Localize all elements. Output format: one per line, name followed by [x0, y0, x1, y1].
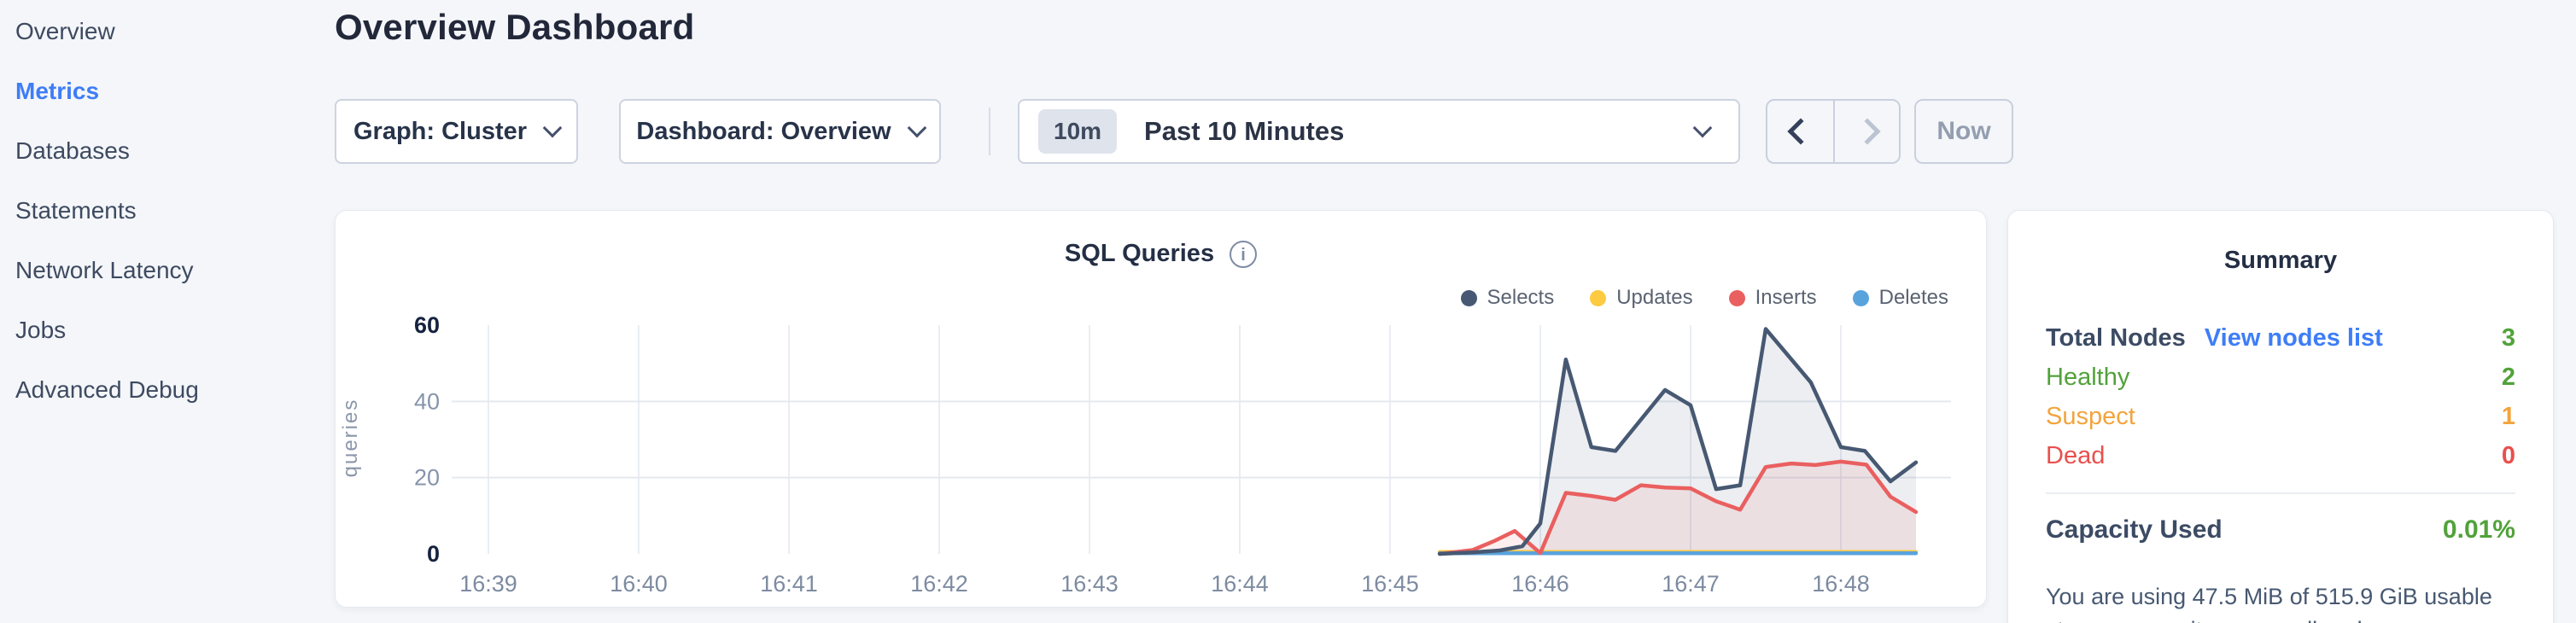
sidebar: Overview Metrics Databases Statements Networ…: [0, 0, 333, 623]
now-button[interactable]: Now: [1914, 99, 2013, 164]
sql-queries-chart-card: SQL Queries i Selects Updates Inserts Delet…: [335, 210, 1987, 608]
sidebar-item-network-latency[interactable]: Network Latency: [15, 257, 194, 283]
graph-dropdown-label: Graph: Cluster: [353, 117, 528, 145]
graph-dropdown[interactable]: Graph: Cluster: [335, 99, 578, 164]
summary-card: Summary Total Nodes View nodes list 3 Healt…: [2007, 210, 2554, 623]
legend-label: Selects: [1487, 286, 1555, 309]
summary-row-value: 0: [2501, 441, 2515, 469]
summary-row-dead: Dead 0: [2046, 436, 2515, 475]
svg-text:40: 40: [414, 388, 440, 414]
legend-item-updates: Updates: [1590, 286, 1693, 310]
legend-label: Updates: [1616, 286, 1693, 309]
legend-dot-updates: [1590, 289, 1607, 306]
sidebar-item-databases[interactable]: Databases: [15, 137, 130, 164]
svg-text:20: 20: [414, 465, 440, 491]
capacity-row: Capacity Used 0.01%: [2046, 511, 2515, 549]
summary-divider: [2046, 492, 2515, 494]
legend-dot-selects: [1460, 289, 1477, 306]
legend-item-inserts: Inserts: [1728, 286, 1817, 310]
summary-row-suspect: Suspect 1: [2046, 397, 2515, 436]
legend-dot-deletes: [1852, 289, 1869, 306]
chevron-down-icon: [1692, 118, 1713, 138]
summary-row-label: Dead: [2046, 441, 2106, 469]
summary-row-value: 3: [2501, 323, 2515, 352]
legend-label: Inserts: [1755, 286, 1817, 309]
sidebar-item-statements[interactable]: Statements: [15, 197, 137, 224]
svg-text:16:46: 16:46: [1511, 571, 1569, 597]
chevron-down-icon: [907, 118, 926, 138]
page-title: Overview Dashboard: [335, 7, 695, 47]
legend-item-selects: Selects: [1460, 286, 1555, 310]
svg-text:16:45: 16:45: [1361, 571, 1419, 597]
time-forward-button[interactable]: [1833, 101, 1899, 162]
sidebar-item-overview[interactable]: Overview: [15, 18, 115, 44]
chevron-down-icon: [542, 118, 563, 138]
time-range-badge: 10m: [1038, 109, 1118, 154]
dashboard-dropdown[interactable]: Dashboard: Overview: [619, 99, 941, 164]
info-icon[interactable]: i: [1230, 240, 1258, 268]
svg-text:16:39: 16:39: [459, 571, 517, 597]
svg-text:0: 0: [427, 541, 440, 567]
legend-item-deletes: Deletes: [1852, 286, 1948, 310]
sql-queries-chart: 16:39 16:40 16:41 16:42 16:43 16:44 16:45 16:46…: [414, 312, 1951, 597]
summary-row-value: 2: [2501, 363, 2515, 391]
sidebar-item-advanced-debug[interactable]: Advanced Debug: [15, 376, 199, 403]
summary-row-healthy: Healthy 2: [2046, 358, 2515, 397]
svg-text:16:43: 16:43: [1060, 571, 1119, 597]
capacity-value: 0.01%: [2442, 515, 2515, 544]
summary-row-total-nodes: Total Nodes View nodes list 3: [2046, 318, 2515, 358]
toolbar-divider: [989, 108, 990, 155]
time-range-label: Past 10 Minutes: [1144, 116, 1345, 146]
svg-text:60: 60: [414, 312, 440, 338]
svg-text:16:41: 16:41: [760, 571, 818, 597]
chevron-left-icon: [1786, 118, 1814, 145]
summary-rows: Total Nodes View nodes list 3 Healthy 2 Suspe…: [2046, 318, 2515, 475]
view-nodes-list-link[interactable]: View nodes list: [2204, 323, 2383, 352]
svg-text:16:47: 16:47: [1662, 571, 1720, 597]
chevron-right-icon: [1853, 118, 1881, 145]
summary-row-label: Suspect: [2046, 402, 2135, 430]
summary-row-label: Healthy: [2046, 363, 2130, 391]
legend-label: Deletes: [1878, 286, 1948, 309]
chart-legend: Selects Updates Inserts Deletes: [1460, 286, 1948, 310]
chart-title: SQL Queries: [1064, 240, 1215, 267]
capacity-label: Capacity Used: [2046, 515, 2223, 544]
sidebar-item-jobs[interactable]: Jobs: [15, 317, 67, 343]
svg-text:16:42: 16:42: [910, 571, 968, 597]
summary-row-label: Total Nodes: [2046, 323, 2186, 352]
time-step-button-group: [1766, 99, 1901, 164]
svg-text:16:44: 16:44: [1211, 571, 1269, 597]
time-range-dropdown[interactable]: 10m Past 10 Minutes: [1018, 99, 1740, 164]
sidebar-item-metrics[interactable]: Metrics: [15, 78, 100, 104]
legend-dot-inserts: [1728, 289, 1745, 306]
capacity-note: You are using 47.5 MiB of 515.9 GiB usab…: [2046, 584, 2492, 623]
dashboard-dropdown-label: Dashboard: Overview: [636, 117, 891, 145]
svg-text:16:48: 16:48: [1812, 571, 1870, 597]
summary-title: Summary: [2223, 247, 2338, 274]
summary-row-value: 1: [2501, 402, 2515, 430]
svg-text:16:40: 16:40: [610, 571, 668, 597]
time-backward-button[interactable]: [1767, 101, 1833, 162]
